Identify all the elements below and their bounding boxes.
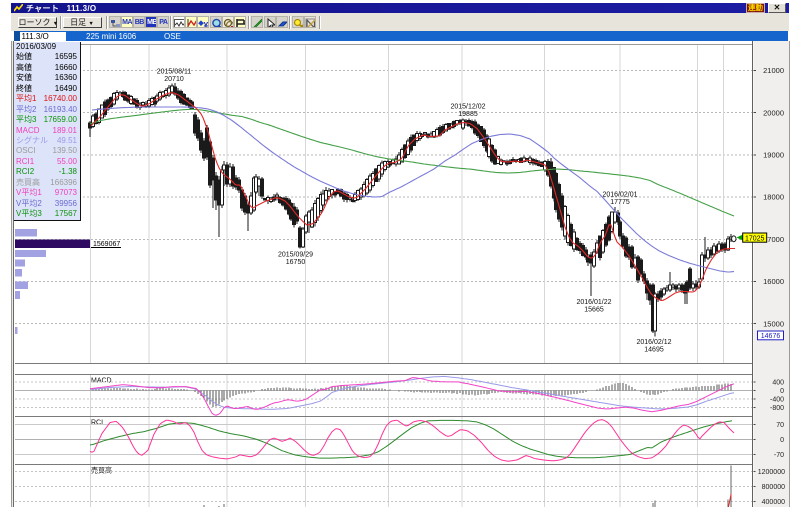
svg-text:-400: -400 (770, 396, 784, 403)
svg-text:¥: ¥ (204, 20, 209, 28)
svg-text:2015/08/11: 2015/08/11 (157, 69, 192, 76)
svg-text:RCI: RCI (91, 420, 103, 427)
svg-text:17025: 17025 (745, 235, 765, 242)
svg-text:20710: 20710 (164, 76, 184, 83)
svg-text:2016/02/01: 2016/02/01 (602, 192, 637, 199)
svg-text:17775: 17775 (610, 199, 630, 206)
svg-text:2015/09/29: 2015/09/29 (278, 252, 313, 259)
svg-text:17000: 17000 (763, 235, 784, 244)
svg-text:15000: 15000 (763, 319, 784, 328)
svg-text:売買高: 売買高 (91, 466, 112, 475)
svg-text:1569067: 1569067 (93, 241, 120, 248)
svg-text:19885: 19885 (458, 111, 478, 118)
svg-text:14695: 14695 (644, 347, 664, 354)
svg-text:14676: 14676 (761, 333, 781, 340)
svg-text:16750: 16750 (286, 259, 306, 266)
svg-text:-70: -70 (774, 452, 784, 459)
svg-text:15665: 15665 (584, 307, 604, 314)
svg-text:-800: -800 (770, 405, 784, 412)
svg-text:MACD: MACD (91, 378, 112, 385)
svg-text:0: 0 (780, 388, 784, 395)
svg-text:70: 70 (776, 422, 784, 429)
svg-text:0: 0 (780, 437, 784, 444)
svg-text:21000: 21000 (763, 66, 784, 75)
svg-text:2016/01/22: 2016/01/22 (576, 299, 611, 306)
svg-text:16000: 16000 (763, 277, 784, 286)
svg-text:2015/12/02: 2015/12/02 (450, 104, 485, 111)
svg-text:20000: 20000 (763, 108, 784, 117)
svg-text:1200000: 1200000 (758, 469, 785, 476)
svg-text:19000: 19000 (763, 151, 784, 160)
svg-text:400: 400 (772, 380, 784, 387)
svg-text:400000: 400000 (762, 499, 785, 506)
svg-text:800000: 800000 (762, 484, 785, 491)
svg-text:2016/02/12: 2016/02/12 (636, 339, 671, 346)
svg-text:18000: 18000 (763, 193, 784, 202)
